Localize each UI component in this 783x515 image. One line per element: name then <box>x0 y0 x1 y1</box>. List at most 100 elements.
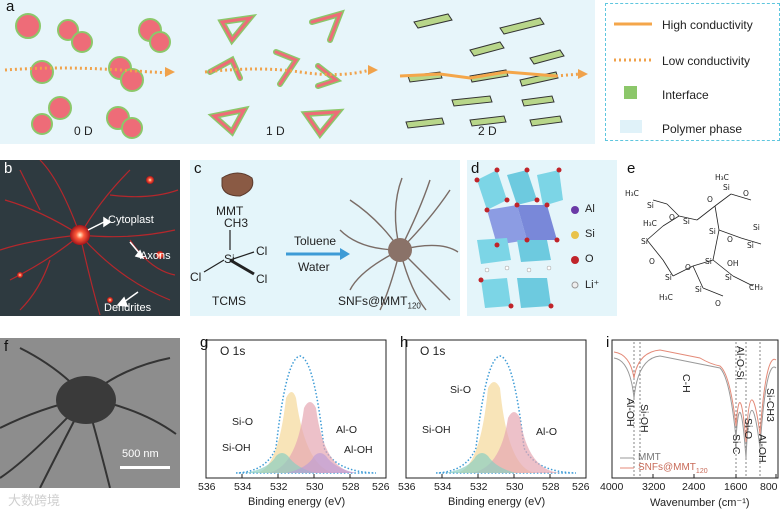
label-product: SNFs@MMT120 <box>338 294 421 311</box>
peak-al-oh-g: Al-OH <box>344 444 373 456</box>
tick-i-0: 4000 <box>600 481 624 493</box>
peak-si-o-g: Si-O <box>232 416 253 428</box>
svg-text:OH: OH <box>727 259 739 268</box>
panel-e-structure: H₃C Si O Si Si O Si O Si O Si Si OH O Si O Si CH₃ Si… <box>623 160 781 316</box>
label-1d: 1 D <box>266 124 285 138</box>
panel-b-neuron: Cytoplast Axons Dendrites <box>0 160 180 316</box>
label-2d: 2 D <box>478 124 497 138</box>
svg-text:O: O <box>707 195 713 204</box>
panel-a: 0 D 1 D 2 D <box>0 0 595 144</box>
tick-i-4: 800 <box>760 481 778 493</box>
svg-text:Si: Si <box>641 237 648 246</box>
tick-h-4: 528 <box>542 481 560 493</box>
svg-text:O: O <box>743 189 749 198</box>
tick-g-0: 536 <box>198 481 216 493</box>
band-al-o-si: Al-O-Si <box>734 346 746 380</box>
svg-text:CH₃: CH₃ <box>749 283 763 292</box>
legend-si: Si <box>585 228 595 240</box>
svg-text:O: O <box>685 263 691 272</box>
label-si: Si <box>224 252 235 266</box>
scale-bar-label: 500 nm <box>122 448 159 460</box>
watermark: 大数跨境 <box>8 493 61 508</box>
svg-text:H₃C: H₃C <box>715 173 729 182</box>
legend-li: Li⁺ <box>585 279 600 291</box>
tick-h-1: 534 <box>434 481 452 493</box>
tem-image <box>0 338 180 488</box>
xps-title-h: O 1s <box>420 344 446 358</box>
svg-text:Si: Si <box>753 223 760 232</box>
svg-text:Si: Si <box>683 217 690 226</box>
tick-i-1: 3200 <box>642 481 666 493</box>
band-c-h: C-H <box>680 374 692 393</box>
panel-label-b: b <box>4 160 13 177</box>
crystal-structure <box>474 167 579 309</box>
panel-h-xps: h O 1s Si-O Si-OH Al-O 536 534 532 530 5… <box>396 334 591 513</box>
synthesis-scheme <box>203 172 459 311</box>
dimension-schematic <box>4 9 588 139</box>
tick-g-5: 526 <box>372 481 390 493</box>
label-ch3: CH3 <box>224 216 249 230</box>
panel-label-h: h <box>400 334 409 351</box>
peak-al-o-h: Al-O <box>536 426 557 438</box>
svg-text:O: O <box>715 299 721 308</box>
tick-g-1: 534 <box>234 481 252 493</box>
svg-text:O: O <box>727 235 733 244</box>
tick-g-3: 530 <box>306 481 324 493</box>
label-cytoplast: Cytoplast <box>108 214 154 226</box>
tick-g-4: 528 <box>342 481 360 493</box>
xlabel-g: Binding energy (eV) <box>248 496 346 508</box>
label-water: Water <box>298 260 330 274</box>
label-tcms: TCMS <box>212 294 246 308</box>
panel-label-c: c <box>194 160 202 177</box>
one-d-rods <box>207 9 345 139</box>
band-si-oh: Si-OH <box>638 404 650 433</box>
svg-text:Si: Si <box>747 241 754 250</box>
label-cl-3: Cl <box>256 272 268 286</box>
two-d-sheets <box>405 13 565 129</box>
label-dendrites: Dendrites <box>104 302 152 314</box>
low-conductivity-path-1d <box>204 67 371 77</box>
peak-al-o-g: Al-O <box>336 424 357 436</box>
low-conductivity-path-0d <box>4 66 170 75</box>
neuron-illustration <box>0 160 179 316</box>
tick-h-3: 530 <box>506 481 524 493</box>
band-si-o: Si-O <box>742 418 754 439</box>
band-si-ch3: Si-CH3 <box>764 388 776 422</box>
tick-i-2: 2400 <box>682 481 706 493</box>
peak-si-o-h: Si-O <box>450 384 471 396</box>
svg-text:Si: Si <box>695 285 702 294</box>
band-al-oh-2: Al-OH <box>756 434 768 463</box>
tick-h-5: 526 <box>572 481 590 493</box>
svg-text:H₃C: H₃C <box>659 293 673 302</box>
label-axons: Axons <box>140 250 171 262</box>
panel-label-d: d <box>471 160 480 177</box>
label-cl-1: Cl <box>256 244 268 258</box>
svg-text:Si: Si <box>647 201 654 210</box>
label-cl-2: Cl <box>190 270 202 284</box>
svg-text:O: O <box>649 257 655 266</box>
panel-label-g: g <box>200 334 209 351</box>
peak-si-oh-g: Si-OH <box>222 442 251 454</box>
tick-i-3: 1600 <box>724 481 748 493</box>
band-al-oh-1: Al-OH <box>624 398 636 427</box>
zero-d-particles <box>15 13 171 139</box>
xps-plot-g <box>205 339 387 479</box>
legend-mmt: MMT <box>638 452 661 463</box>
svg-text:Si: Si <box>725 273 732 282</box>
panel-g-xps: g O 1s Si-O Si-OH Al-O Al-OH 536 534 532… <box>196 334 391 513</box>
svg-text:Si: Si <box>665 273 672 282</box>
label-0d: 0 D <box>74 124 93 138</box>
label-toluene: Toluene <box>294 234 337 248</box>
panel-label-a: a <box>6 0 15 15</box>
xps-title-g: O 1s <box>220 344 246 358</box>
panel-i-ftir: i Al-OH Si-OH C-H Al-O-Si Si-O Si-C Al-O… <box>600 334 780 513</box>
tick-h-0: 536 <box>398 481 416 493</box>
svg-text:Si: Si <box>705 257 712 266</box>
svg-text:Si: Si <box>723 183 730 192</box>
svg-text:Si: Si <box>709 227 716 236</box>
tick-h-2: 532 <box>470 481 488 493</box>
panel-label-f: f <box>4 338 9 355</box>
panel-label-i: i <box>606 334 610 351</box>
high-conductivity-path-2d <box>399 70 557 80</box>
